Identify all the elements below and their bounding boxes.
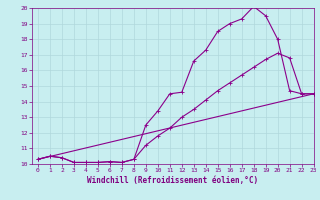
X-axis label: Windchill (Refroidissement éolien,°C): Windchill (Refroidissement éolien,°C) (87, 176, 258, 185)
